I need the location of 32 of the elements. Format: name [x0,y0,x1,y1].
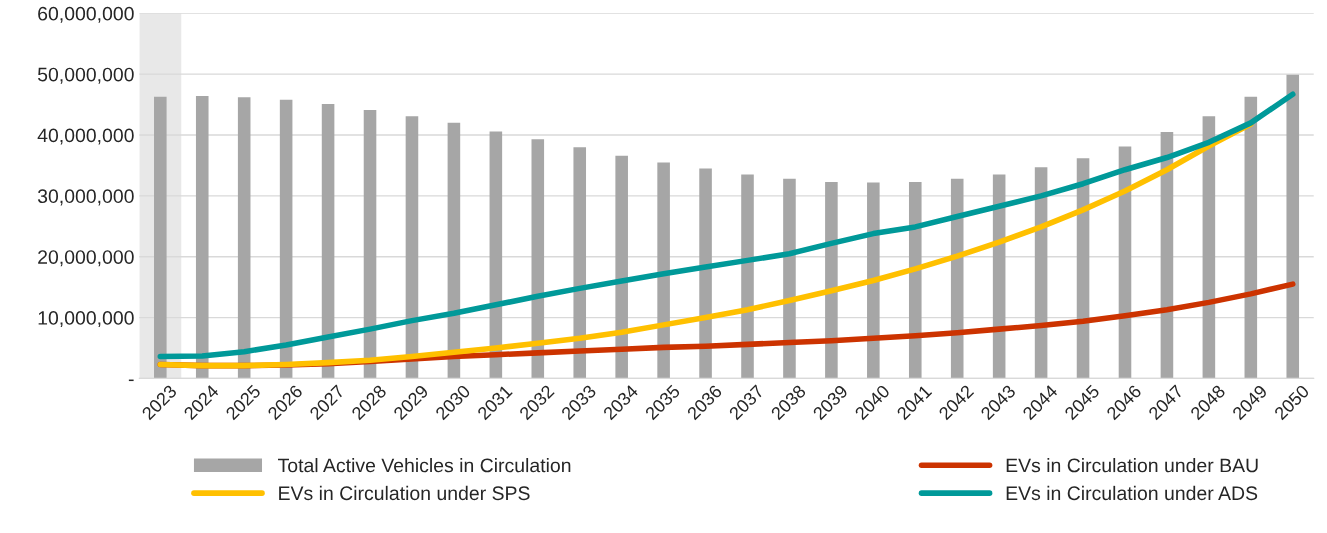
y-tick-label: 30,000,000 [37,189,134,206]
bar [154,96,167,379]
bar [237,97,251,379]
bar [363,110,377,379]
bar [279,99,293,379]
y-tick-label: - [128,379,134,382]
bar [405,116,419,379]
bar [657,162,670,379]
bar [699,168,712,379]
bar [573,147,587,379]
bar [741,174,754,379]
bar [908,181,922,379]
bar [950,178,964,379]
y-tick-label: 60,000,000 [38,6,134,23]
bar [321,103,335,379]
bar [1202,116,1216,379]
y-tick-label: 50,000,000 [37,67,134,84]
legend-label: EVs in Circulation under ADS [1006,485,1258,501]
bar [867,182,880,379]
bar [531,139,545,379]
bar [783,178,796,379]
legend-label: EVs in Circulation under BAU [1006,458,1258,473]
bar [1286,74,1300,379]
y-tick-label: 10,000,000 [38,311,134,328]
bar [195,96,209,379]
bar [1244,96,1258,379]
bar [825,181,838,379]
bar [615,155,628,379]
y-tick-label: 20,000,000 [38,250,134,267]
y-tick-label: 40,000,000 [37,128,134,145]
legend-label: Total Active Vehicles in Circulation [278,458,571,473]
legend-label: EVs in Circulation under SPS [279,485,530,501]
